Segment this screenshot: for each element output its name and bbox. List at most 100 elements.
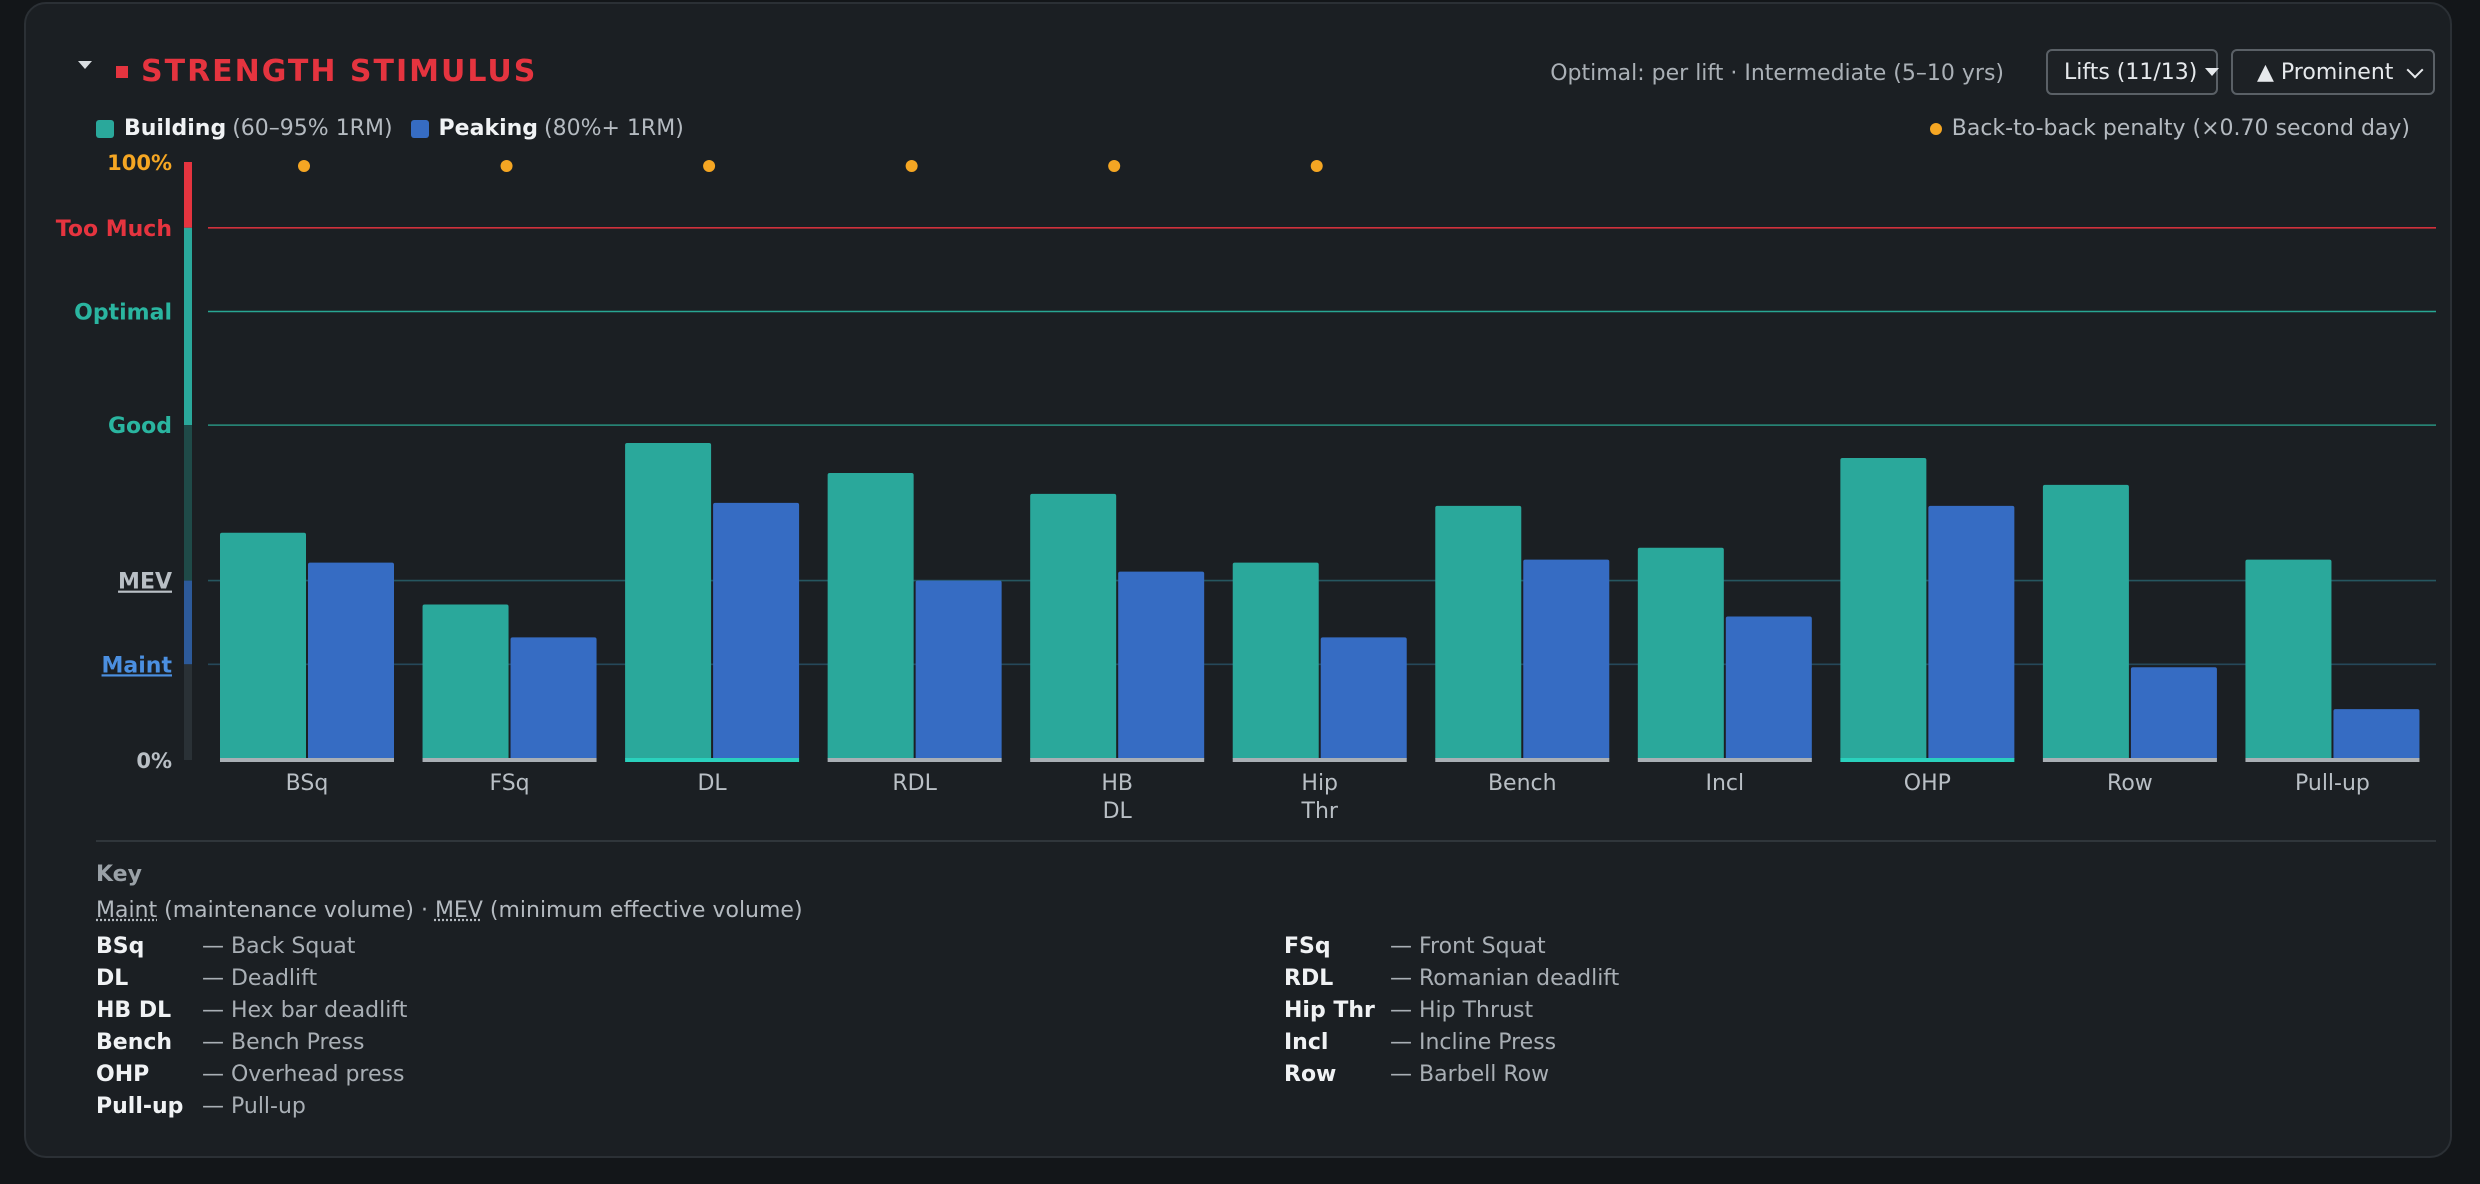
penalty-dot (500, 160, 513, 172)
penalty-dot (1310, 160, 1323, 172)
key-abbr: Incl (1284, 1030, 1329, 1055)
x-tick-label: DL (1103, 799, 1133, 824)
bar-peaking (1725, 616, 1812, 760)
key-maint-desc: (maintenance volume) · (164, 898, 428, 923)
x-tick-label: Hip (1301, 771, 1338, 796)
bar-building (625, 443, 712, 760)
legend-building-range: (60–95% 1RM) (232, 116, 393, 141)
key-row: BSq — Back Squat (96, 934, 407, 966)
collapse-caret-icon[interactable] (78, 61, 92, 69)
group-baseline (1435, 758, 1610, 762)
stimulus-bar-chart: Too Much Optimal Good MEV Maint 100% 0% BSq FSq D… (56, 151, 2436, 824)
prominent-select[interactable]: ▲ Prominent (2231, 49, 2435, 95)
legend-building-name: Building (124, 116, 227, 141)
key-full-name: — Hip Thrust (1390, 998, 1534, 1023)
key-full-name: — Bench Press (202, 1030, 365, 1055)
key-full-name: — Front Squat (1390, 934, 1546, 959)
key-abbr: FSq (1284, 934, 1331, 959)
group-baseline (1637, 758, 1812, 762)
group-baseline (625, 758, 800, 762)
x-tick-label: Thr (1301, 799, 1339, 824)
bar-building (2245, 559, 2332, 760)
x-tick-label: Pull-up (2295, 771, 2370, 796)
threshold-label: Too Much (56, 217, 172, 242)
group-baseline (1840, 758, 2015, 762)
group-baseline (827, 758, 1002, 762)
threshold-label: MEV (118, 570, 172, 595)
key-row: Row — Barbell Row (1284, 1062, 1619, 1094)
y-tick-top: 100% (107, 151, 172, 175)
x-tick-label: Incl (1705, 771, 1744, 796)
key-row: DL — Deadlift (96, 966, 407, 998)
bar-peaking (915, 580, 1002, 760)
building-swatch (96, 119, 114, 138)
key-row: Hip Thr — Hip Thrust (1284, 998, 1619, 1030)
threshold-label: Optimal (74, 301, 172, 326)
key-abbr: BSq (96, 934, 145, 959)
key-abbr: Pull-up (96, 1094, 184, 1119)
bar-building (1840, 458, 1927, 760)
key-full-name: — Overhead press (202, 1062, 405, 1087)
bar-peaking (1928, 505, 2015, 760)
lifts-button-label: Lifts (11/13) (2064, 59, 2198, 85)
bar-building (1637, 547, 1724, 760)
scale-bar-segment (184, 425, 192, 581)
key-row: Bench — Bench Press (96, 1030, 407, 1062)
x-tick-label: RDL (892, 771, 937, 796)
group-baseline (2042, 758, 2217, 762)
penalty-dot-icon (1929, 122, 1942, 135)
scale-bar-segment (184, 162, 192, 228)
group-baseline (2245, 758, 2420, 762)
bar-peaking (2333, 709, 2420, 760)
bar-peaking (2130, 667, 2217, 760)
key-row: RDL — Romanian deadlift (1284, 966, 1619, 998)
penalty-dot (1108, 160, 1121, 172)
key-full-name: — Hex bar deadlift (202, 998, 408, 1023)
scale-bar-segment (184, 227, 192, 426)
x-tick-label: Row (2107, 771, 2153, 796)
key-abbr: RDL (1284, 966, 1334, 991)
key-row: Pull-up — Pull-up (96, 1094, 407, 1126)
key-list-right: FSq — Front Squat RDL — Romanian deadlift Hi… (1284, 934, 1619, 1094)
bar-peaking (1523, 559, 1610, 760)
penalty-dot (298, 160, 310, 172)
key-full-name: — Pull-up (202, 1094, 306, 1119)
bar-peaking (713, 502, 800, 760)
penalty-note: Back-to-back penalty (×0.70 second day) (1951, 116, 2410, 141)
strength-stimulus-panel: STRENGTH STIMULUS Optimal: per lift · In… (24, 2, 2452, 1158)
penalty-dot (703, 160, 716, 172)
key-full-name: — Back Squat (202, 934, 356, 959)
key-list-left: BSq — Back Squat DL — Deadlift HB DL — Hex ba… (96, 934, 407, 1126)
legend-peaking-range: (80%+ 1RM) (544, 116, 684, 141)
key-definitions: Maint (maintenance volume) · MEV (minimu… (96, 898, 803, 923)
bar-building (1232, 562, 1319, 760)
optimal-note: Optimal: per lift · Intermediate (5–10 y… (1550, 61, 2004, 86)
x-tick-label: DL (697, 771, 727, 796)
key-maint-term: Maint (96, 898, 158, 923)
key-row: Incl — Incline Press (1284, 1030, 1619, 1062)
bar-building (220, 532, 306, 760)
x-tick-label: BSq (286, 771, 329, 796)
penalty-legend: Back-to-back penalty (×0.70 second day) (1929, 116, 2410, 141)
key-abbr: DL (96, 966, 129, 991)
panel-header: STRENGTH STIMULUS Optimal: per lift · In… (26, 4, 2454, 154)
key-full-name: — Romanian deadlift (1390, 966, 1620, 991)
bar-peaking (1320, 637, 1407, 760)
lifts-dropdown-button[interactable]: Lifts (11/13) (2046, 49, 2220, 95)
key-full-name: — Incline Press (1390, 1030, 1557, 1055)
bar-building (1435, 505, 1522, 760)
peaking-swatch (410, 119, 429, 138)
prominent-select-label: ▲ Prominent (2257, 59, 2394, 85)
key-row: HB DL — Hex bar deadlift (96, 998, 407, 1030)
key-mev-term: MEV (434, 898, 483, 923)
title-marker-icon (116, 66, 128, 78)
bar-building (2042, 484, 2129, 760)
key-abbr: Row (1284, 1062, 1337, 1087)
key-row: FSq — Front Squat (1284, 934, 1619, 966)
legend-peaking-name: Peaking (438, 116, 539, 141)
key-abbr: HB DL (96, 998, 172, 1023)
group-baseline (220, 758, 394, 762)
key-row: OHP — Overhead press (96, 1062, 407, 1094)
key-abbr: Bench (96, 1030, 173, 1055)
x-tick-label: Bench (1488, 771, 1557, 796)
